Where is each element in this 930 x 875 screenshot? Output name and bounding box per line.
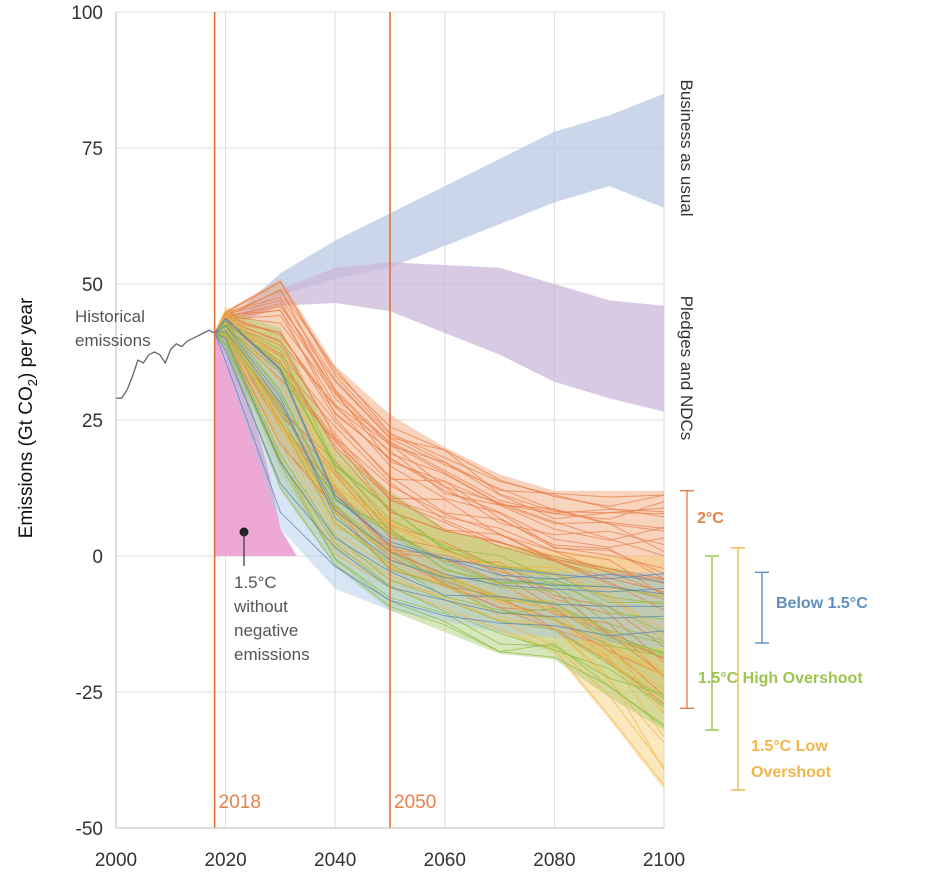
- pathway-lines: [116, 281, 665, 786]
- scenario-bands: [214, 93, 664, 790]
- ref-label-2018: 2018: [219, 792, 261, 813]
- pathway-line: [214, 329, 665, 593]
- pathway-line: [214, 320, 665, 604]
- y-axis-label-subscript: 2: [25, 379, 40, 386]
- pathway-line: [214, 322, 665, 581]
- pathway-line: [214, 316, 665, 637]
- y-tick-label: 0: [92, 547, 103, 568]
- labels: Historical emissions 1.5°C without negative e…: [75, 79, 696, 664]
- pathway-line: [214, 281, 665, 507]
- bracket-label: Below 1.5°C: [776, 595, 868, 612]
- bracket-label: 1.5°C Low: [751, 738, 828, 755]
- range-brackets: 2°C 1.5°C Low Overshoot 1.5°C High Overshoo…: [680, 490, 868, 791]
- band-label: Pledges and NDCs: [677, 296, 696, 441]
- pathway-line: [214, 332, 665, 696]
- pathway-line: [214, 332, 665, 637]
- no-negative-emissions-area: [214, 316, 297, 556]
- bracket-label: 2°C: [697, 510, 724, 527]
- pathway-line: [214, 332, 665, 699]
- pathway-line: [214, 324, 665, 676]
- reference-lines: 2018 2050: [213, 12, 436, 828]
- y-tick-label: 50: [82, 275, 103, 296]
- no-negative-label: emissions: [234, 645, 310, 664]
- y-tick-label: -25: [76, 683, 103, 704]
- x-tick-label: 2080: [533, 850, 575, 871]
- historical-line: [116, 329, 215, 399]
- y-tick-label: -50: [76, 819, 103, 840]
- pathway-line: [214, 324, 665, 595]
- historical-label: emissions: [75, 331, 151, 350]
- pathway-line: [214, 309, 665, 596]
- pathway-line: [214, 320, 665, 574]
- x-tick-label: 2020: [204, 850, 246, 871]
- pathway-line: [214, 314, 665, 643]
- pathway-line: [214, 320, 665, 580]
- axes: 2000 2020 2040 2060 2080 2100 100 75 50 25 0 -25 -50…: [16, 3, 685, 871]
- envelope-below-1-5-c: [214, 316, 664, 649]
- pathway-line: [214, 323, 665, 593]
- band-pledges-and-ndcs: [214, 262, 664, 412]
- pathway-line: [214, 326, 665, 738]
- pathway-line: [214, 281, 665, 498]
- bracket-label: Overshoot: [751, 764, 832, 781]
- pathway-line: [214, 332, 665, 707]
- envelope-2-c: [214, 278, 664, 709]
- pathway-line: [214, 332, 665, 657]
- y-tick-label: 25: [82, 411, 103, 432]
- pathway-line: [214, 317, 665, 583]
- pathway-line: [214, 323, 665, 620]
- x-tick-label: 2000: [95, 850, 137, 871]
- pathway-line: [214, 296, 665, 515]
- pathway-line: [214, 321, 665, 600]
- pathway-line: [214, 320, 665, 642]
- historical-label: Historical: [75, 307, 145, 326]
- pathway-line: [214, 331, 665, 655]
- y-tick-label: 75: [82, 139, 103, 160]
- pathway-line: [214, 306, 665, 532]
- pathway-line: [214, 314, 665, 557]
- ref-label-2050: 2050: [394, 792, 436, 813]
- x-tick-label: 2060: [424, 850, 466, 871]
- y-tick-label: 100: [71, 3, 103, 24]
- pathway-line: [214, 332, 665, 786]
- pathway-line: [214, 315, 665, 529]
- y-axis-label-part: ) per year: [16, 297, 37, 379]
- x-tick-label: 2100: [643, 850, 685, 871]
- x-tick-label: 2040: [314, 850, 356, 871]
- no-negative-label: 1.5°C: [234, 573, 277, 592]
- y-axis-label-part: Emissions (Gt CO: [16, 386, 37, 538]
- pathway-line: [214, 289, 665, 520]
- pathway-line: [214, 309, 665, 548]
- pathway-line: [214, 332, 665, 726]
- pathway-line: [214, 299, 665, 514]
- pathway-line: [214, 321, 665, 580]
- band-label: Business as usual: [677, 79, 696, 216]
- pathway-line: [214, 315, 665, 541]
- pathway-line: [214, 332, 664, 607]
- pathway-line: [214, 309, 665, 520]
- pathway-line: [214, 332, 665, 619]
- pathway-line: [214, 332, 665, 653]
- y-axis-label: Emissions (Gt CO2) per year: [16, 297, 40, 538]
- pathway-line: [214, 332, 665, 676]
- no-negative-label: without: [233, 597, 288, 616]
- bracket-label: 1.5°C High Overshoot: [698, 670, 863, 687]
- pathway-line: [214, 332, 665, 771]
- no-negative-label: negative: [234, 621, 298, 640]
